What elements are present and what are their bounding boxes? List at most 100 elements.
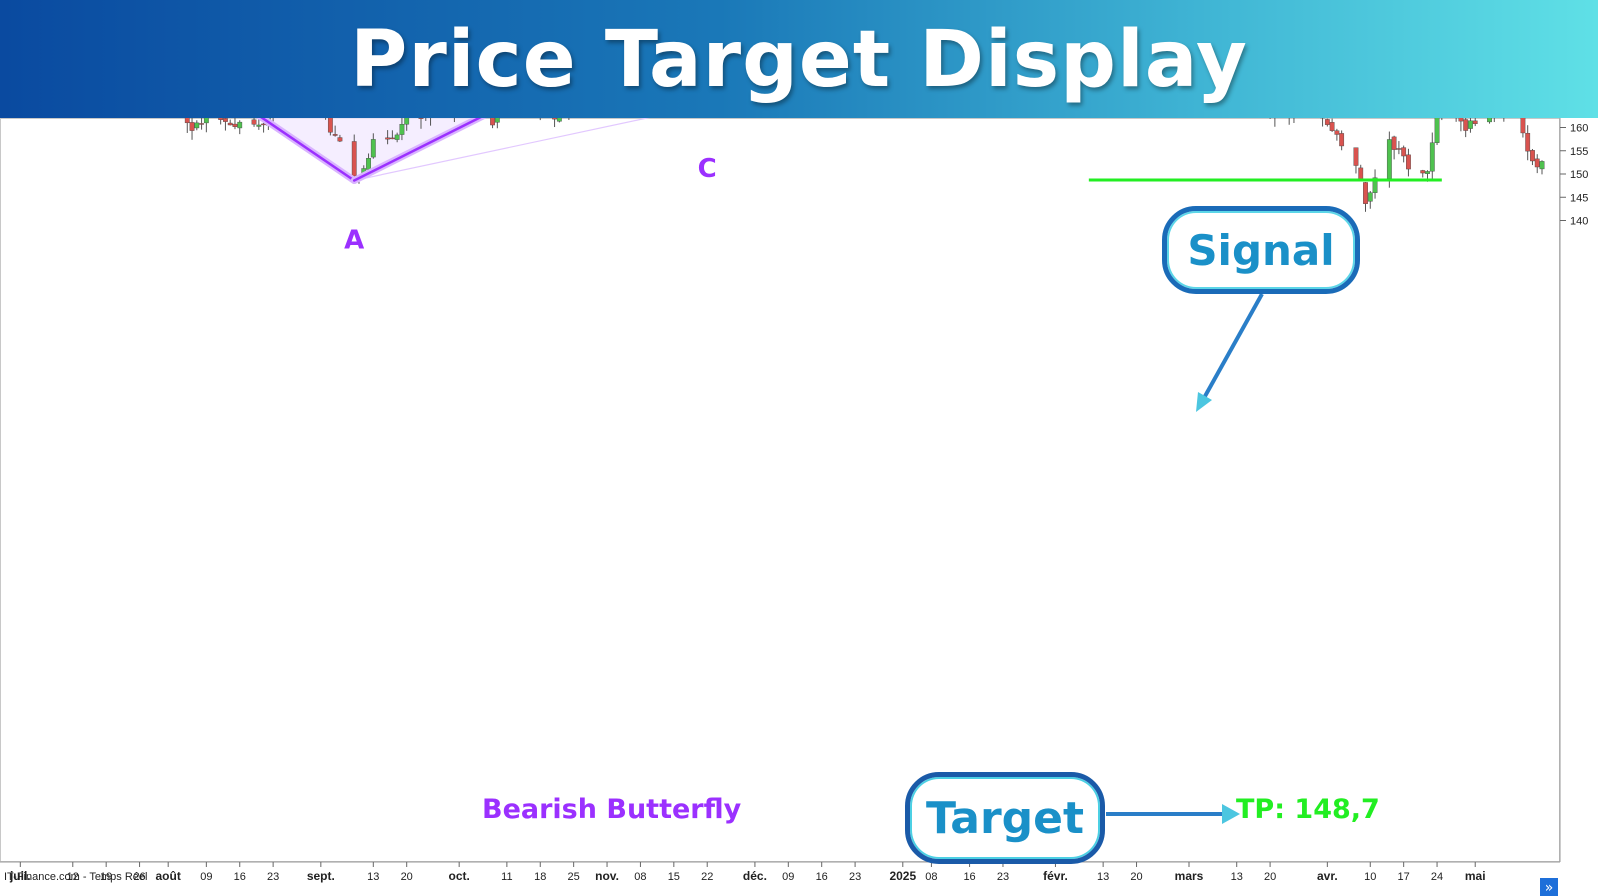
scroll-right-button[interactable]	[1540, 878, 1558, 896]
pattern-name: Bearish Butterfly	[482, 794, 742, 825]
x-tick-label: nov.	[595, 869, 619, 883]
x-tick-label: oct.	[448, 869, 469, 883]
candle-bearish	[1458, 118, 1464, 122]
x-tick-label: 09	[200, 871, 212, 883]
candle-bearish	[327, 118, 333, 133]
candle-bullish	[1487, 118, 1492, 123]
x-tick-label: 20	[401, 871, 413, 883]
x-tick-label: 26	[133, 871, 145, 883]
x-tick-label: 11	[501, 871, 512, 883]
candle-bearish	[389, 137, 395, 140]
pattern-point-c: C	[698, 154, 717, 184]
page-title: Price Target Display	[350, 15, 1248, 105]
candle-bullish	[394, 134, 400, 140]
signal-arrowhead-icon	[1196, 392, 1212, 412]
candle-bearish	[351, 141, 357, 177]
candle-bearish	[1324, 119, 1330, 125]
target-arrowhead-icon	[1222, 804, 1240, 824]
candle-bullish	[237, 121, 243, 129]
candle-bearish	[1329, 122, 1335, 131]
candle-bullish	[194, 122, 200, 129]
candle-bearish	[385, 137, 391, 140]
candle-bearish	[199, 123, 204, 125]
x-tick-label: 23	[997, 871, 1009, 883]
candle-bearish	[227, 122, 233, 126]
y-tick-label: 160	[1570, 123, 1588, 135]
candle-bearish	[1534, 158, 1540, 168]
candle-bearish	[184, 118, 190, 124]
x-tick-label: 25	[568, 871, 580, 883]
y-tick-label: 145	[1570, 192, 1588, 204]
candle-bearish	[1520, 118, 1526, 134]
y-tick-label: 150	[1570, 169, 1588, 181]
x-tick-label: 13	[1097, 871, 1109, 883]
pattern-labels-layer: XABCD	[344, 154, 717, 256]
candle-bearish	[418, 118, 424, 119]
x-tick-label: 13	[1231, 871, 1243, 883]
candle-bullish	[399, 124, 405, 135]
x-tick-label: 16	[816, 871, 828, 883]
tp-text: TP: 148,7	[1236, 794, 1380, 825]
x-axis: juil. 12 19 26 août 09 16 23 sept. 13 20 oct. 11 18 25…	[0, 861, 1560, 883]
candle-bearish	[1334, 130, 1340, 135]
candle-bullish	[1434, 118, 1440, 143]
candle-bearish	[552, 118, 557, 120]
candle-bearish	[251, 119, 257, 125]
x-tick-label: 13	[367, 871, 379, 883]
x-tick-label: août	[156, 869, 181, 883]
pattern-point-a: A	[344, 226, 364, 256]
candle-bullish	[1367, 192, 1373, 202]
y-tick-label: 140	[1570, 216, 1588, 228]
x-tick-label: 23	[849, 871, 861, 883]
x-tick-label: 16	[963, 871, 975, 883]
x-tick-label: 2025	[889, 869, 916, 883]
x-tick-label: 08	[925, 871, 937, 883]
pattern-leg-xa	[260, 118, 356, 182]
x-tick-label: févr.	[1043, 869, 1068, 883]
watermark: IT-Finance.com - Temps Réel	[4, 871, 147, 883]
x-tick-label: 20	[1264, 871, 1276, 883]
candle-bullish	[370, 139, 376, 158]
candle-bullish	[1429, 142, 1435, 172]
x-tick-label: 08	[634, 871, 646, 883]
x-tick-label: 15	[668, 871, 680, 883]
candle-bearish	[1525, 132, 1531, 152]
pattern-lines-layer	[256, 118, 487, 185]
x-tick-label: mars	[1175, 869, 1204, 883]
pattern-leg-ab	[352, 118, 482, 182]
candle-bullish	[256, 124, 262, 127]
candles-layer	[184, 118, 1545, 212]
x-tick-label: 22	[701, 871, 713, 883]
candle-bearish	[490, 118, 495, 126]
candle-bearish	[1472, 120, 1478, 125]
candle-bearish	[223, 118, 228, 122]
x-tick-label: 18	[534, 871, 546, 883]
candle-bearish	[189, 122, 195, 131]
signal-connector-line	[1202, 293, 1264, 399]
candle-bearish	[1391, 136, 1397, 150]
x-tick-label: sept.	[307, 869, 335, 883]
candle-bullish	[404, 118, 410, 125]
x-tick-label: déc.	[743, 869, 767, 883]
x-tick-label: mai	[1465, 869, 1486, 883]
scroll-right-icon: »	[1545, 880, 1554, 896]
candle-bullish	[1468, 120, 1473, 129]
x-tick-label: 12	[67, 871, 79, 883]
x-tick-label: 23	[267, 871, 279, 883]
pattern-line-ac	[354, 118, 651, 182]
x-tick-label: juil.	[9, 869, 31, 883]
pattern-fill-layer	[262, 118, 651, 182]
candle-bearish	[1406, 154, 1411, 170]
target-callout: Target	[905, 772, 1105, 864]
x-tick-label: 24	[1431, 871, 1443, 883]
x-tick-label: avr.	[1317, 869, 1338, 883]
candle-bullish	[366, 158, 371, 170]
candle-bearish	[1420, 170, 1426, 174]
candle-bearish	[1463, 119, 1469, 131]
candle-bullish	[1425, 171, 1430, 174]
x-tick-label: 20	[1130, 871, 1142, 883]
x-tick-label: 17	[1398, 871, 1410, 883]
candle-bearish	[1339, 133, 1345, 147]
x-tick-label: 09	[782, 871, 794, 883]
candle-bearish	[1353, 147, 1359, 166]
